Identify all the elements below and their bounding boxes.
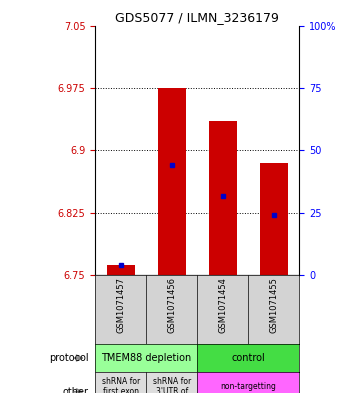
Text: GSM1071455: GSM1071455 xyxy=(269,277,278,333)
Text: GSM1071456: GSM1071456 xyxy=(167,277,176,333)
Bar xyxy=(107,265,135,275)
Text: GSM1071454: GSM1071454 xyxy=(218,277,227,333)
Text: GSM1071457: GSM1071457 xyxy=(116,277,125,333)
Bar xyxy=(158,88,186,275)
Title: GDS5077 / ILMN_3236179: GDS5077 / ILMN_3236179 xyxy=(115,11,279,24)
Text: TMEM88 depletion: TMEM88 depletion xyxy=(101,353,191,363)
Text: other: other xyxy=(63,387,88,393)
Bar xyxy=(260,163,288,275)
Text: control: control xyxy=(231,353,265,363)
Text: non-targetting
shRNA: non-targetting shRNA xyxy=(220,382,276,393)
Text: shRNA for
3'UTR of
TMEM88: shRNA for 3'UTR of TMEM88 xyxy=(153,377,191,393)
Text: shRNA for
first exon
of TMEM88: shRNA for first exon of TMEM88 xyxy=(100,377,142,393)
Text: protocol: protocol xyxy=(49,353,88,363)
Bar xyxy=(209,121,237,275)
